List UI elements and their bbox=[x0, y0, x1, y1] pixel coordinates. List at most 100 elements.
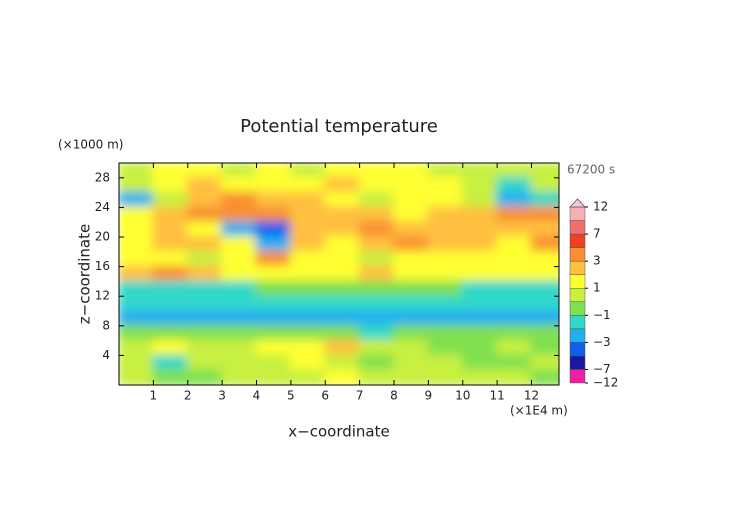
colorbar-box bbox=[569, 274, 586, 289]
field-cell bbox=[393, 206, 430, 224]
field-cell bbox=[119, 369, 155, 385]
field-cell bbox=[427, 295, 464, 312]
y-tick-label: 24 bbox=[95, 200, 110, 214]
field-cell bbox=[324, 324, 361, 342]
field-cell bbox=[461, 191, 499, 209]
x-tick-label: 12 bbox=[524, 389, 539, 403]
field-cell bbox=[186, 221, 224, 238]
field-cell bbox=[496, 191, 533, 209]
field-cell bbox=[221, 295, 258, 312]
field-cell bbox=[119, 280, 155, 298]
field-cell bbox=[496, 369, 533, 385]
x-unit: (×1E4 m) bbox=[510, 404, 568, 418]
field-cell bbox=[393, 250, 430, 268]
y-axis-label: z−coordinate bbox=[76, 224, 94, 324]
field-cell bbox=[186, 191, 224, 209]
field-cell bbox=[427, 250, 464, 268]
y-unit: (×1000 m) bbox=[58, 138, 123, 152]
field-cell bbox=[358, 280, 395, 298]
field-cell bbox=[119, 354, 155, 372]
field-cell bbox=[358, 339, 395, 357]
field-cell bbox=[152, 163, 189, 179]
colorbar-box bbox=[569, 220, 586, 235]
field-cell bbox=[393, 265, 430, 283]
field-cell bbox=[427, 176, 464, 194]
plot-frame bbox=[118, 162, 560, 386]
field-cell bbox=[289, 191, 327, 209]
field-cell bbox=[152, 324, 189, 342]
y-tick-label: 8 bbox=[102, 318, 110, 332]
field-cell bbox=[289, 354, 327, 372]
field-cell bbox=[530, 280, 559, 298]
field-cell bbox=[221, 265, 258, 283]
field-cell bbox=[221, 206, 258, 224]
field-cell bbox=[358, 176, 395, 194]
field-cell bbox=[530, 265, 559, 283]
field-cell bbox=[427, 324, 464, 342]
field-cell bbox=[324, 339, 361, 357]
field-cell bbox=[496, 324, 533, 342]
field-cell bbox=[358, 310, 395, 327]
field-cell bbox=[221, 369, 258, 385]
field-cell bbox=[221, 354, 258, 372]
colorbar-box bbox=[569, 206, 586, 221]
field-cell bbox=[119, 236, 155, 253]
field-cell bbox=[119, 339, 155, 357]
x-tick-label: 2 bbox=[184, 389, 192, 403]
field-cell bbox=[427, 280, 464, 298]
field-cell bbox=[496, 280, 533, 298]
colorbar-box bbox=[569, 328, 586, 343]
y-tick-label: 16 bbox=[95, 259, 110, 273]
y-tick-label: 20 bbox=[95, 230, 110, 244]
field-cell bbox=[119, 250, 155, 268]
colorbar-box bbox=[569, 260, 586, 275]
field-cell bbox=[324, 354, 361, 372]
field-cell bbox=[289, 176, 327, 194]
colorbar-box bbox=[569, 355, 586, 370]
field-cell bbox=[358, 354, 395, 372]
field-cell bbox=[530, 339, 559, 357]
field-cell bbox=[186, 250, 224, 268]
colorbar-tick-label: 7 bbox=[593, 227, 601, 241]
field-cell bbox=[289, 324, 327, 342]
field-cell bbox=[427, 191, 464, 209]
field-cell bbox=[530, 163, 559, 179]
colorbar-tick-label: 3 bbox=[593, 254, 601, 268]
field-cell bbox=[255, 324, 292, 342]
field-cell bbox=[119, 310, 155, 327]
field-cell bbox=[255, 176, 292, 194]
field-cell bbox=[496, 354, 533, 372]
field-cell bbox=[530, 354, 559, 372]
field-cell bbox=[289, 280, 327, 298]
field-cell bbox=[427, 221, 464, 238]
field-cell bbox=[530, 310, 559, 327]
field-cell bbox=[324, 265, 361, 283]
field-cell bbox=[530, 369, 559, 385]
field-cell bbox=[152, 206, 189, 224]
field-cell bbox=[186, 339, 224, 357]
field-cell bbox=[186, 310, 224, 327]
field-cell bbox=[289, 236, 327, 253]
y-tick-label: 4 bbox=[102, 348, 110, 362]
field-cell bbox=[255, 236, 292, 253]
field-cell bbox=[427, 310, 464, 327]
chart-title: Potential temperature bbox=[240, 116, 438, 137]
colorbar-box bbox=[569, 287, 586, 303]
field-cell bbox=[461, 176, 499, 194]
field-cell bbox=[152, 176, 189, 194]
field-cell bbox=[530, 295, 559, 312]
field-cell bbox=[221, 310, 258, 327]
field-cell bbox=[393, 236, 430, 253]
field-cell bbox=[358, 191, 395, 209]
field-cell bbox=[530, 206, 559, 224]
field-cell bbox=[289, 295, 327, 312]
field-cell bbox=[186, 280, 224, 298]
field-cell bbox=[393, 191, 430, 209]
x-tick-label: 9 bbox=[425, 389, 433, 403]
x-tick-label: 7 bbox=[356, 389, 364, 403]
field-cell bbox=[461, 265, 499, 283]
field-cell bbox=[152, 221, 189, 238]
x-tick-label: 4 bbox=[253, 389, 261, 403]
x-tick-label: 11 bbox=[489, 389, 504, 403]
